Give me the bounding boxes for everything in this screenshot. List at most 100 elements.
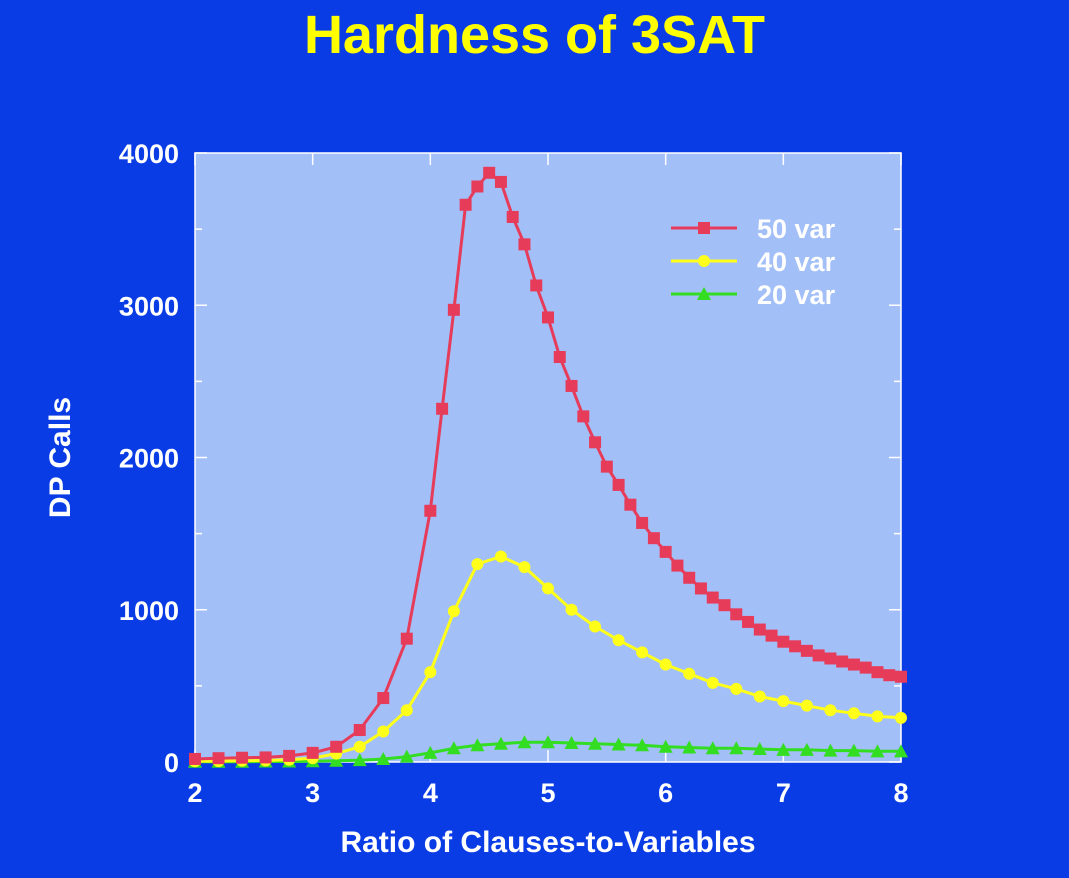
x-tick-label: 4: [423, 778, 438, 808]
data-point: [400, 632, 413, 645]
data-point: [777, 635, 790, 648]
data-point: [871, 666, 884, 679]
data-point: [329, 753, 344, 767]
plot-area: [194, 152, 902, 763]
data-point: [846, 743, 861, 757]
legend-item: 40 var: [671, 247, 836, 277]
x-tick-label: 3: [305, 778, 320, 808]
legend-label: 40 var: [757, 247, 836, 277]
data-point: [800, 644, 813, 657]
data-point: [776, 742, 791, 756]
data-point: [424, 666, 437, 679]
data-point: [647, 532, 660, 545]
data-point: [789, 640, 802, 653]
data-point: [765, 629, 778, 642]
data-point: [424, 504, 437, 517]
data-point: [870, 744, 885, 758]
series-50-var: [189, 166, 907, 765]
data-point: [636, 646, 649, 659]
data-point: [447, 605, 460, 618]
y-tick-label: 4000: [119, 139, 179, 169]
data-point: [658, 739, 673, 753]
data-point: [659, 658, 672, 671]
data-point: [588, 736, 603, 750]
data-point: [612, 634, 625, 647]
legend-label: 50 var: [757, 214, 836, 244]
data-point: [635, 738, 650, 752]
data-point: [718, 599, 731, 612]
data-point: [671, 559, 684, 572]
legend-item: 50 var: [671, 214, 836, 244]
legend-marker: [698, 255, 710, 267]
data-point: [377, 692, 390, 705]
data-point: [636, 516, 649, 529]
legend-marker: [697, 287, 711, 300]
data-point: [517, 735, 532, 749]
legend-marker: [698, 222, 710, 234]
data-point: [871, 710, 884, 723]
series-layer: [188, 166, 908, 768]
data-point: [824, 652, 837, 665]
data-point: [212, 752, 225, 765]
data-point: [799, 742, 814, 756]
data-point: [377, 725, 390, 738]
x-tick-label: 7: [776, 778, 791, 808]
x-tick-label: 2: [187, 778, 202, 808]
data-point: [494, 550, 507, 563]
data-point: [353, 740, 366, 753]
legend-item: 20 var: [671, 280, 836, 310]
data-point: [436, 402, 449, 415]
data-point: [589, 436, 602, 449]
data-point: [683, 571, 696, 584]
data-point: [824, 704, 837, 717]
data-point: [847, 707, 860, 720]
data-point: [259, 751, 272, 764]
data-point: [600, 460, 613, 473]
data-point: [565, 603, 578, 616]
data-point: [683, 667, 696, 680]
y-tick-label: 3000: [119, 291, 179, 321]
x-axis-title: Ratio of Clauses-to-Variables: [340, 826, 755, 859]
data-point: [895, 711, 907, 724]
data-point: [694, 582, 707, 595]
data-point: [659, 545, 672, 558]
data-point: [470, 738, 485, 752]
y-tick-label: 2000: [119, 444, 179, 474]
data-point: [729, 741, 744, 755]
data-point: [330, 740, 343, 753]
data-point: [612, 478, 625, 491]
data-point: [894, 744, 908, 758]
data-point: [542, 582, 554, 595]
data-point: [283, 749, 296, 762]
y-tick-label: 0: [164, 748, 179, 778]
data-point: [859, 661, 872, 674]
data-point: [306, 746, 319, 759]
data-point: [777, 695, 790, 708]
data-point: [611, 737, 626, 751]
data-point: [506, 210, 519, 223]
x-tick-label: 5: [540, 778, 555, 808]
data-point: [847, 658, 860, 671]
data-point: [494, 175, 507, 188]
data-point: [483, 166, 496, 179]
data-point: [459, 198, 472, 211]
data-point: [189, 752, 201, 765]
y-tick-label: 1000: [119, 596, 179, 626]
data-point: [800, 699, 813, 712]
data-point: [518, 561, 531, 574]
data-point: [530, 279, 543, 292]
data-point: [542, 311, 554, 324]
data-point: [236, 751, 249, 764]
data-point: [399, 749, 414, 763]
axis-ticks: [194, 152, 902, 763]
data-point: [446, 741, 461, 755]
data-point: [730, 608, 743, 621]
data-point: [518, 238, 531, 251]
x-tick-label: 8: [893, 778, 908, 808]
y-axis-title: DP Calls: [44, 397, 77, 518]
data-point: [705, 741, 720, 755]
data-point: [682, 740, 697, 754]
data-point: [730, 682, 743, 695]
